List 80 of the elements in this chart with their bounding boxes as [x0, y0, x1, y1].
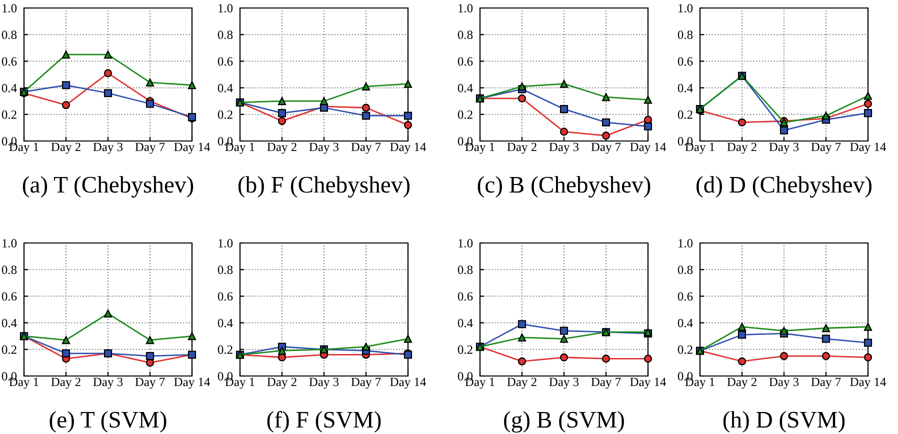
y-tick-label: 0.4: [218, 318, 233, 328]
y-tick-label: 0.2: [218, 110, 232, 119]
y-tick-label: 0.2: [2, 110, 16, 119]
y-tick-label: 0.2: [678, 345, 692, 354]
y-tick-label: 0.8: [218, 266, 233, 274]
y-tick-label: 0.2: [458, 110, 472, 119]
y-tick-label: 1.0: [678, 239, 693, 248]
y-tick-label: 0.4: [218, 84, 233, 92]
y-tick-label: 0.6: [218, 292, 233, 301]
x-tick-label: Day 7: [591, 142, 621, 154]
y-tick-label: 0.4: [678, 84, 693, 92]
y-tick-label: 0.2: [678, 110, 692, 119]
text: (a) T (Chebyshev): [22, 176, 194, 198]
y-tick-label: 0.8: [458, 30, 473, 40]
x-tick-label: Day 3: [769, 142, 799, 154]
x-tick-label: Day 14: [630, 378, 666, 389]
x-tick-label: Day 7: [135, 142, 165, 154]
x-tick-label: Day 14: [174, 142, 210, 154]
x-tick-label: Day 14: [390, 142, 426, 154]
x-tick-label: Day 7: [811, 378, 841, 389]
x-tick-label: Day 3: [309, 378, 339, 389]
y-tick-label: 0.8: [2, 30, 17, 40]
text: (g) B (SVM): [504, 411, 624, 433]
y-tick-label: 0.2: [218, 345, 232, 354]
x-tick-label: Day 3: [309, 142, 339, 154]
y-tick-label: 0.6: [678, 292, 693, 301]
x-tick-label: Day 14: [850, 142, 886, 154]
x-tick-label: Day 3: [769, 378, 799, 389]
x-tick-label: Day 2: [507, 142, 536, 154]
x-tick-label: Day 7: [351, 142, 381, 154]
y-tick-label: 0.2: [2, 345, 16, 354]
y-tick-label: 0.6: [458, 292, 473, 301]
x-tick-label: Day 3: [93, 378, 123, 389]
y-tick-label: 0.4: [678, 318, 693, 328]
y-tick-label: 0.6: [2, 57, 17, 66]
x-tick-label: Day 2: [51, 378, 80, 389]
x-tick-label: Day 2: [727, 142, 756, 154]
x-tick-label: Day 7: [135, 378, 165, 389]
y-tick-label: 0.4: [2, 84, 17, 92]
text: (e) T (SVM): [50, 411, 166, 433]
y-tick-label: 0.4: [2, 318, 17, 328]
x-tick-label: Day 14: [630, 142, 666, 154]
x-tick-label: Day 14: [850, 378, 886, 389]
y-tick-label: 0.6: [218, 57, 233, 66]
x-tick-label: Day 3: [549, 142, 579, 154]
y-tick-label: 0.4: [458, 318, 473, 328]
y-tick-label: 0.8: [678, 30, 693, 40]
y-tick-label: 0.6: [2, 292, 17, 301]
x-tick-label: Day 2: [267, 142, 296, 154]
x-tick-label: Day 14: [174, 378, 210, 389]
text: (c) B (Chebyshev): [478, 176, 650, 198]
y-tick-label: 0.6: [678, 57, 693, 66]
y-tick-label: 0.8: [218, 30, 233, 40]
x-tick-label: Day 7: [351, 378, 381, 389]
y-tick-label: 0.8: [458, 266, 473, 274]
y-tick-label: 1.0: [458, 239, 473, 248]
y-tick-label: 1.0: [218, 239, 233, 248]
text: (f) F (SVM): [267, 410, 381, 433]
y-tick-label: 1.0: [2, 239, 17, 248]
text: (h) D (SVM): [723, 411, 845, 433]
x-tick-label: Day 2: [507, 378, 536, 389]
y-tick-label: 0.2: [458, 345, 472, 354]
y-tick-label: 1.0: [458, 4, 473, 13]
y-tick-label: 1.0: [2, 4, 17, 13]
y-tick-label: 1.0: [218, 4, 233, 13]
text: (b) F (Chebyshev): [238, 176, 410, 198]
text: (d) D (Chebyshev): [696, 176, 872, 198]
x-tick-label: Day 3: [549, 378, 579, 389]
y-tick-label: 0.6: [458, 57, 473, 66]
x-tick-label: Day 7: [811, 142, 841, 154]
y-tick-label: 1.0: [678, 4, 693, 13]
x-tick-label: Day 2: [267, 378, 296, 389]
x-tick-label: Day 2: [727, 378, 756, 389]
x-tick-label: Day 14: [390, 378, 426, 389]
x-tick-label: Day 2: [51, 142, 80, 154]
y-tick-label: 0.4: [458, 84, 473, 92]
y-tick-label: 0.8: [2, 266, 17, 274]
y-tick-label: 0.8: [678, 266, 693, 274]
x-tick-label: Day 3: [93, 142, 123, 154]
x-tick-label: Day 7: [591, 378, 621, 389]
